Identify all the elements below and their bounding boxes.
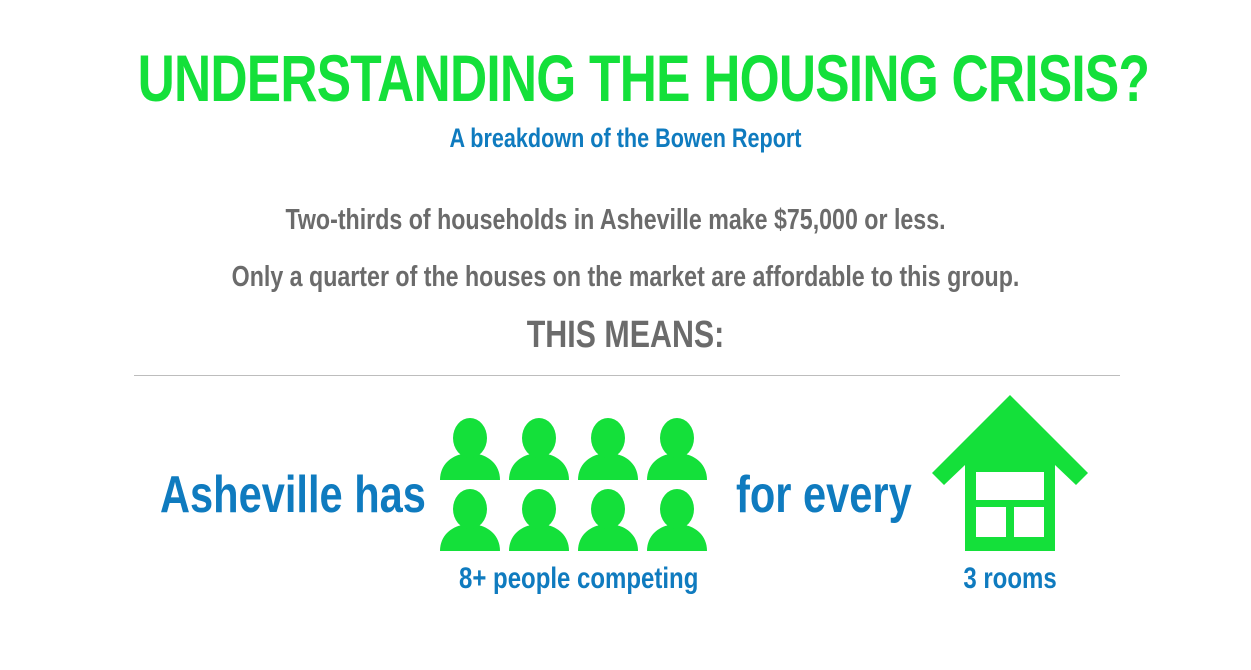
person-icon (440, 489, 500, 551)
person-icon (578, 489, 638, 551)
person-icon (647, 489, 707, 551)
for-every-label: for every (736, 466, 912, 524)
person-icon (509, 489, 569, 551)
page-subtitle: A breakdown of the Bowen Report (449, 123, 802, 153)
this-means-heading: THIS MEANS: (526, 314, 725, 356)
stat-affordable-houses: Only a quarter of the houses on the mark… (231, 261, 1020, 293)
people-grid (438, 418, 708, 554)
people-caption: 8+ people competing (459, 562, 699, 595)
stat-households: Two-thirds of households in Asheville ma… (285, 204, 946, 236)
page-title: UNDERSTANDING THE HOUSING CRISIS? (137, 41, 1150, 115)
rooms-caption: 3 rooms (963, 562, 1057, 595)
person-icon (647, 418, 707, 480)
asheville-has-label: Asheville has (160, 466, 426, 524)
house-icon (932, 395, 1088, 551)
person-icon (509, 418, 569, 480)
person-icon (440, 418, 500, 480)
person-icon (578, 418, 638, 480)
divider (134, 375, 1120, 376)
